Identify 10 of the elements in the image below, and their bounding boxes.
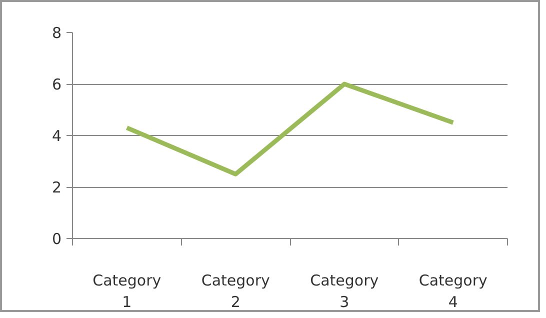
line-series	[124, 82, 456, 176]
x-tick-label: Category 2	[201, 272, 270, 312]
y-tick-label: 2	[52, 178, 62, 196]
x-tick-label: Category 4	[418, 272, 488, 312]
y-tick-label: 4	[52, 127, 62, 145]
x-tick-label: Category 3	[310, 272, 379, 312]
x-tick-label: Category 1	[92, 272, 162, 312]
y-tick-label: 0	[52, 230, 62, 248]
y-tick-label: 6	[52, 76, 62, 94]
y-tick-label: 8	[52, 24, 62, 42]
